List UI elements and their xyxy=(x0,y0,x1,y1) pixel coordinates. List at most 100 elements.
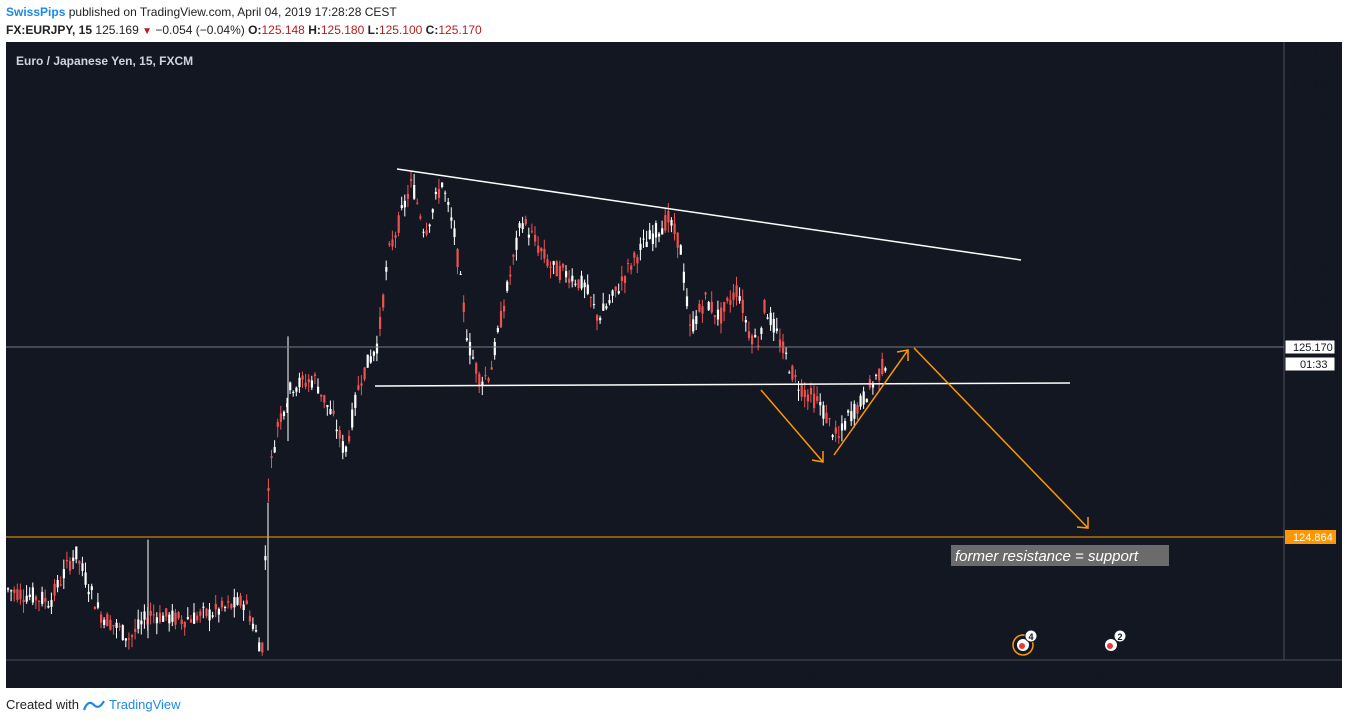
horizontal-trendline[interactable] xyxy=(374,382,1071,387)
candle xyxy=(707,300,710,311)
candle xyxy=(738,287,741,304)
price-chart[interactable]: Euro / Japanese Yen, 15, FXCM former res… xyxy=(0,42,1348,690)
arrow-drawings[interactable] xyxy=(760,347,1089,529)
candle xyxy=(34,594,38,609)
low-value: 125.100 xyxy=(378,23,423,37)
price-tick-label: 124.900 xyxy=(1292,510,1332,522)
candle xyxy=(602,292,605,311)
footer: Created with TradingView xyxy=(6,697,181,712)
author-link[interactable]: SwissPips xyxy=(6,5,66,19)
candle xyxy=(103,617,106,629)
candle xyxy=(279,405,282,430)
symbol-header: FX:EURJPY, 15 125.169 ▼ −0.054 (−0.04%) … xyxy=(6,23,482,37)
candle xyxy=(255,624,258,633)
candle xyxy=(307,373,310,393)
candle xyxy=(676,232,679,259)
current-price-label: 125.170 xyxy=(1293,342,1333,354)
candle xyxy=(831,433,834,441)
candle xyxy=(456,248,459,275)
candle xyxy=(844,418,847,431)
candle xyxy=(75,546,78,564)
candle xyxy=(317,378,320,395)
candle xyxy=(109,615,112,631)
candle xyxy=(658,232,661,243)
candle xyxy=(599,315,602,324)
candle xyxy=(403,194,406,217)
candle xyxy=(459,271,462,275)
arrow-down-1[interactable] xyxy=(760,389,824,463)
candle xyxy=(258,637,261,652)
candle xyxy=(87,584,90,602)
candle xyxy=(183,621,186,636)
candle xyxy=(292,390,295,397)
candle xyxy=(530,223,534,234)
candle xyxy=(583,279,586,299)
tradingview-brand[interactable]: TradingView xyxy=(108,697,181,712)
candle xyxy=(298,372,301,393)
time-tick-label: 12:00 xyxy=(407,669,435,681)
time-tick-label: 06:00 xyxy=(1080,669,1108,681)
time-tick-label: 3 xyxy=(225,669,231,681)
event-marker-1[interactable]: 4 xyxy=(1012,629,1038,656)
candle xyxy=(143,604,146,629)
candle xyxy=(670,217,673,233)
candle xyxy=(155,612,158,635)
candle xyxy=(723,301,726,322)
arrow-up[interactable] xyxy=(833,349,909,456)
candle xyxy=(524,215,527,227)
time-axis[interactable]: 12:00 18:00 3 06:00 12:00 18:00 4 06:00 12:00 18:… xyxy=(22,669,1204,681)
candle xyxy=(245,594,248,605)
candle xyxy=(645,230,648,248)
annotation-box[interactable] xyxy=(951,545,1169,566)
candle xyxy=(633,251,636,266)
candle xyxy=(840,415,844,442)
candle xyxy=(41,586,44,607)
candle xyxy=(341,434,344,460)
candle xyxy=(605,303,608,311)
candle xyxy=(189,614,193,623)
candle xyxy=(682,263,685,291)
candle xyxy=(534,226,537,247)
time-tick-label: 18:00 xyxy=(888,669,916,681)
candle xyxy=(124,638,127,648)
candle xyxy=(574,279,577,287)
candle xyxy=(50,592,53,615)
candle xyxy=(264,545,267,570)
candle xyxy=(747,321,751,341)
arrow-down-2[interactable] xyxy=(913,347,1089,529)
time-tick-label: 18:00 xyxy=(118,669,146,681)
candle xyxy=(69,557,72,575)
candle xyxy=(406,184,410,208)
publish-header: SwissPips published on TradingView.com, … xyxy=(6,5,397,19)
candle xyxy=(413,174,416,201)
price-tick-label: 125.050 xyxy=(1292,418,1332,430)
candle xyxy=(518,221,521,237)
descending-trendline[interactable] xyxy=(396,168,1022,261)
candle xyxy=(493,337,496,360)
price-tick-label: 125.000 xyxy=(1292,448,1332,460)
candle xyxy=(664,207,667,233)
candle xyxy=(400,196,403,211)
candle xyxy=(385,260,388,281)
candle xyxy=(16,583,19,603)
time-tick-label: 5 xyxy=(995,669,1001,681)
candle xyxy=(121,624,124,641)
time-tick-label: 18:00 xyxy=(503,669,531,681)
candle xyxy=(819,393,822,416)
event-marker-2[interactable]: 2 xyxy=(1100,629,1127,656)
candle xyxy=(704,291,707,300)
candle xyxy=(881,352,884,377)
candle xyxy=(791,364,794,382)
candle xyxy=(202,602,205,619)
candle xyxy=(825,404,828,424)
candle xyxy=(651,224,654,252)
candle xyxy=(335,419,338,439)
candle xyxy=(205,607,208,619)
candle xyxy=(78,559,81,575)
candle xyxy=(775,317,778,334)
candle xyxy=(65,551,69,569)
candle xyxy=(351,402,354,431)
candle xyxy=(428,223,431,233)
created-with-text: Created with xyxy=(6,697,79,712)
price-axis[interactable]: 125.650 125.600 125.550 125.500 125.450 125.4… xyxy=(1292,48,1332,645)
